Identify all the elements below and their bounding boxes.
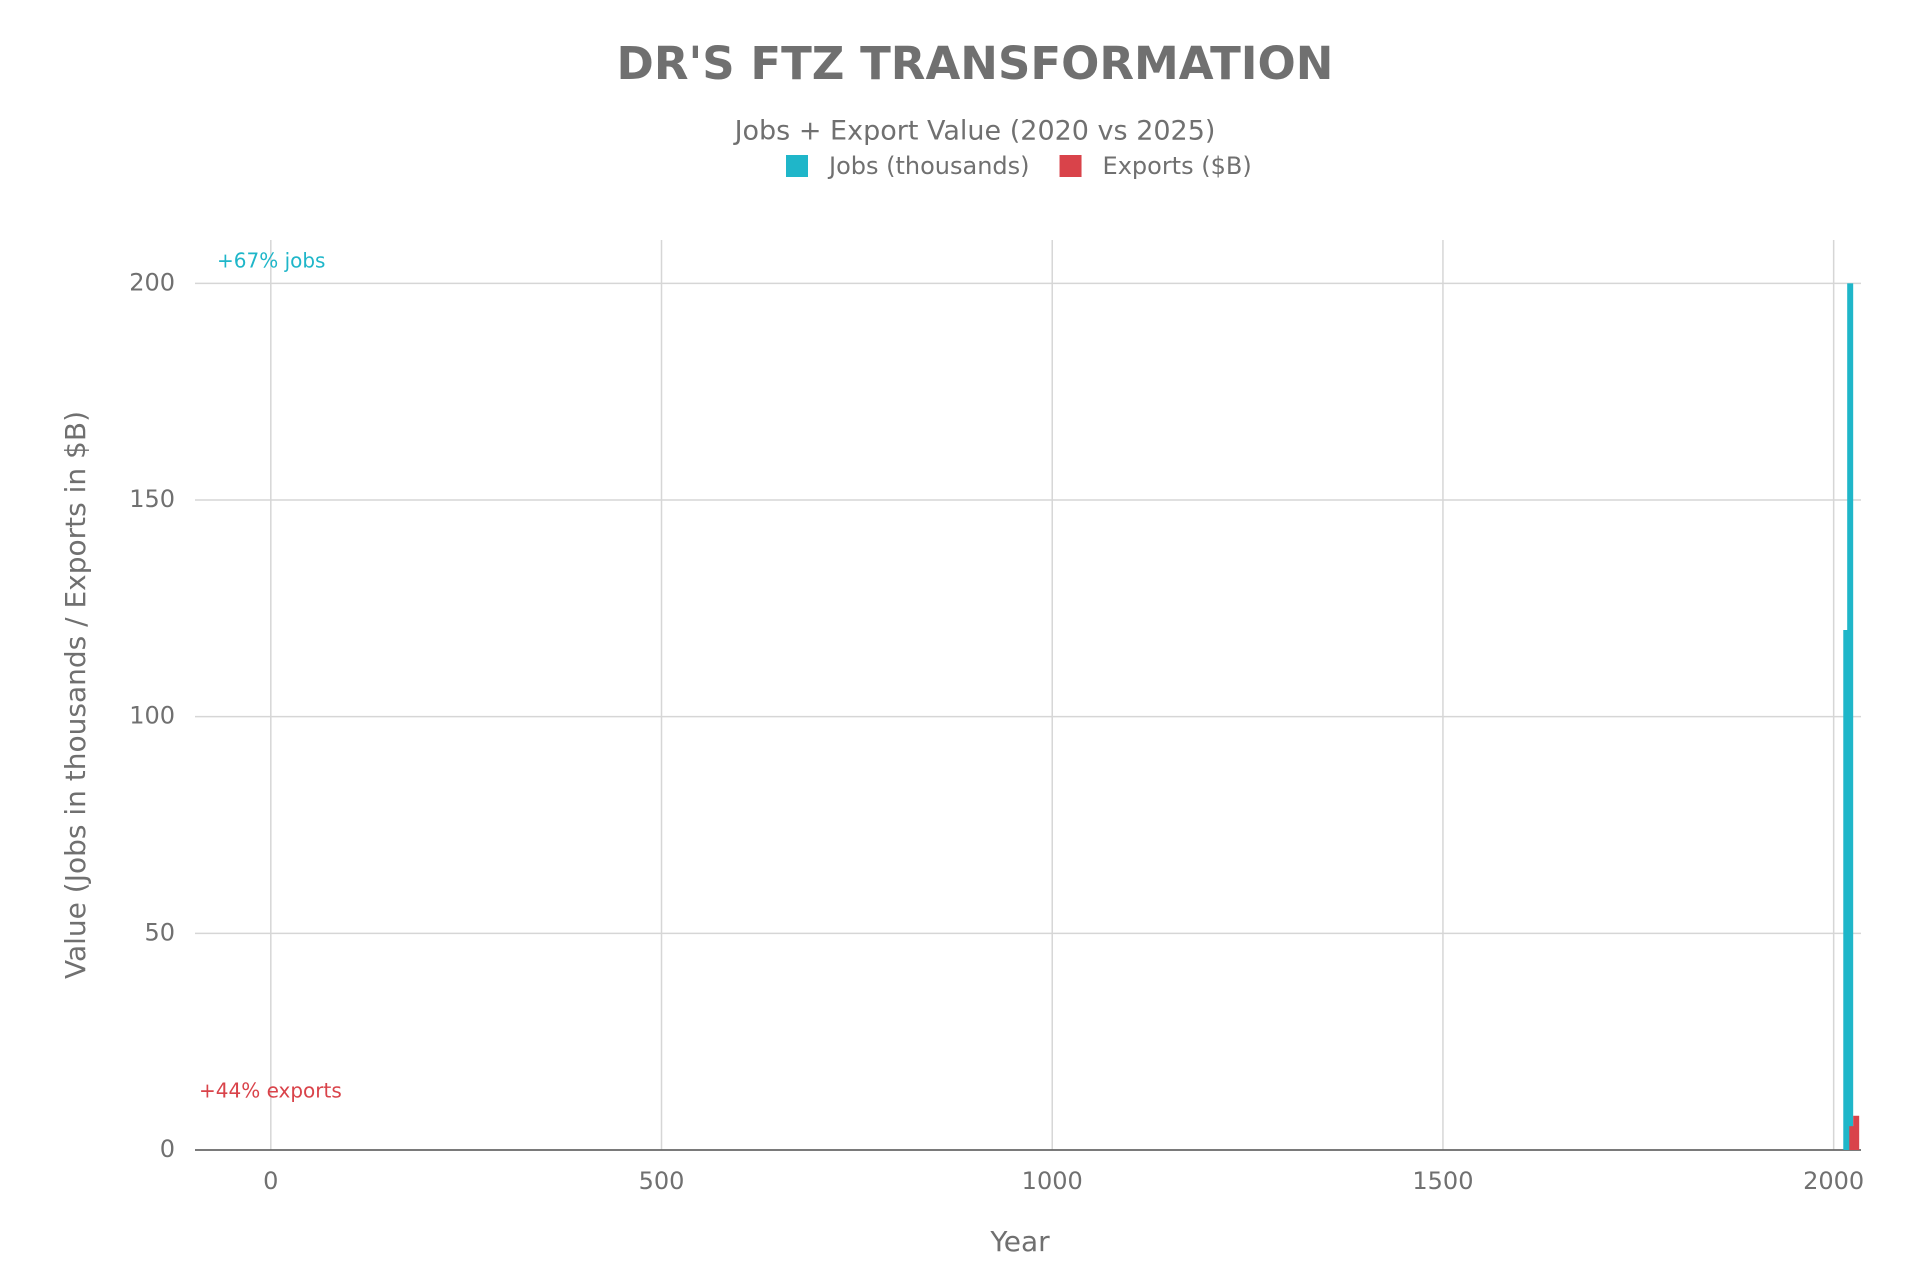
annotation: +67% jobs: [217, 249, 325, 273]
legend-label: Exports ($B): [1103, 152, 1252, 180]
legend-swatch: [1059, 155, 1082, 177]
legend-swatch: [786, 155, 808, 177]
y-tick-label: 150: [129, 485, 175, 513]
x-tick-label: 0: [263, 1167, 278, 1195]
chart-subtitle: Jobs + Export Value (2020 vs 2025): [733, 116, 1216, 147]
x-axis-title: Year: [989, 1225, 1050, 1258]
y-tick-label: 0: [160, 1135, 175, 1163]
legend-label: Jobs (thousands): [827, 152, 1030, 180]
x-tick-label: 1500: [1412, 1167, 1473, 1195]
bar: [1849, 1126, 1856, 1150]
annotation: +44% exports: [199, 1079, 342, 1103]
chart-title: DR'S FTZ TRANSFORMATION: [617, 37, 1334, 90]
y-tick-label: 50: [144, 918, 175, 946]
bar: [1853, 1115, 1860, 1150]
y-tick-label: 200: [129, 268, 175, 296]
x-tick-label: 500: [639, 1167, 685, 1195]
y-axis-title: Value (Jobs in thousands / Exports in $B…: [59, 411, 92, 979]
x-tick-label: 1000: [1022, 1167, 1083, 1195]
y-tick-label: 100: [129, 702, 175, 730]
bar: [1843, 630, 1850, 1150]
x-tick-label: 2000: [1803, 1167, 1864, 1195]
bar: [1847, 283, 1854, 1150]
